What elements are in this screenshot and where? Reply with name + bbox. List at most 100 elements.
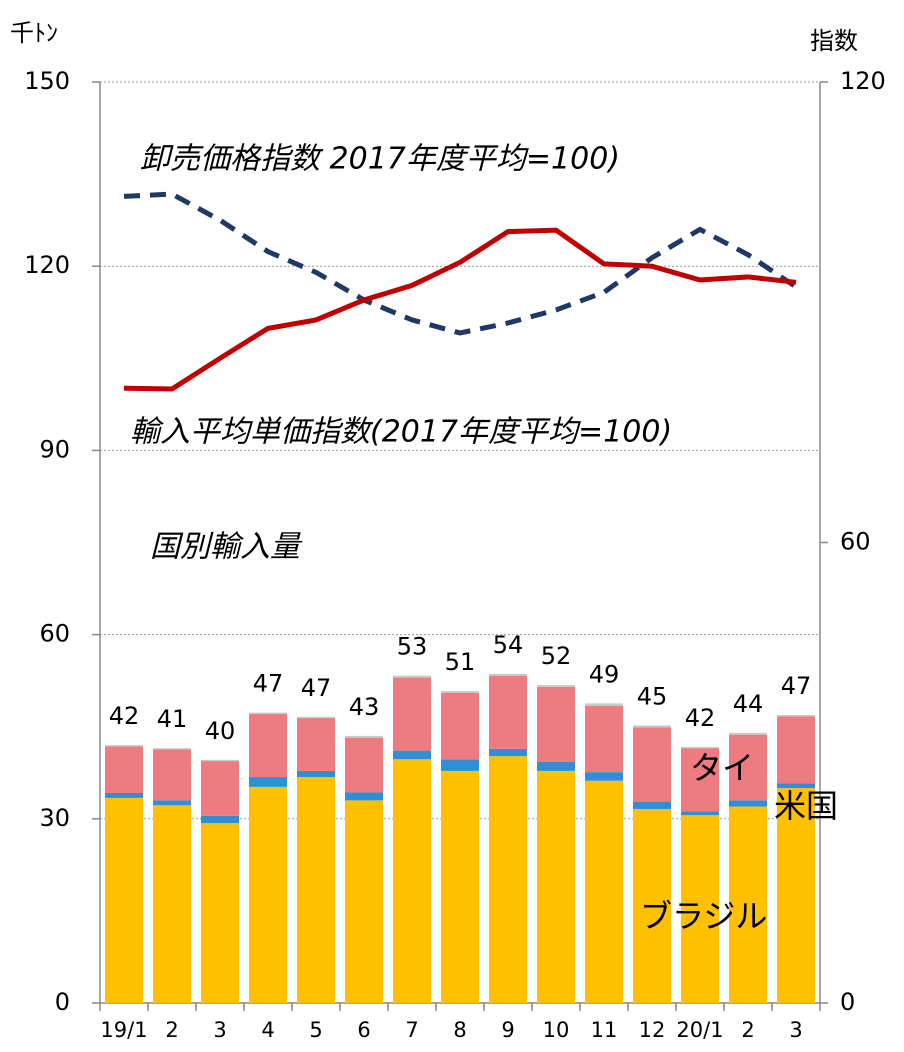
bar-segment (345, 738, 383, 793)
y2-tick-label: 0 (840, 988, 855, 1016)
y-tick-label: 120 (24, 251, 70, 279)
series-label: タイ (690, 749, 754, 787)
bar-segment (201, 761, 239, 816)
x-tick-label: 10 (543, 1018, 570, 1042)
x-tick-label: 3 (213, 1018, 226, 1042)
total-label: 47 (253, 670, 284, 698)
bar-segment (585, 772, 623, 781)
bar-segment (201, 760, 239, 761)
x-tick-label: 20/1 (676, 1018, 723, 1042)
bar-segment (777, 715, 815, 716)
x-tick-label: 2 (741, 1018, 754, 1042)
total-label: 45 (637, 682, 668, 710)
x-tick-label: 9 (501, 1018, 514, 1042)
bar-segment (441, 693, 479, 759)
bar-segment (393, 678, 431, 751)
bar-segment (345, 736, 383, 738)
total-label: 42 (109, 702, 140, 730)
bar-segment (585, 781, 623, 1003)
y-tick-label: 0 (55, 988, 70, 1016)
bar-segment (441, 759, 479, 771)
total-label: 43 (349, 693, 380, 721)
x-tick-label: 12 (639, 1018, 666, 1042)
bar-segment (489, 749, 527, 756)
total-label: 40 (205, 717, 236, 745)
bar-segment (201, 823, 239, 1003)
bar-segment (297, 777, 335, 1003)
bar-segment (297, 718, 335, 771)
bar-segment (393, 751, 431, 760)
bar-segment (297, 717, 335, 718)
series-label: 米国 (774, 787, 838, 825)
bar-segment (585, 706, 623, 772)
total-label: 44 (733, 690, 764, 718)
bar-segment (585, 703, 623, 705)
line-label: 輸入平均単価指数(2017年度平均=100) (130, 415, 672, 450)
total-label: 53 (397, 633, 428, 661)
bar-segment (681, 747, 719, 748)
bar-segment (537, 687, 575, 762)
total-label: 42 (685, 704, 716, 732)
bar-segment (537, 771, 575, 1003)
bar-segment (105, 798, 143, 1003)
y-tick-label: 90 (39, 435, 70, 463)
x-tick-label: 2 (165, 1018, 178, 1042)
bar-segment (153, 800, 191, 805)
index-line (124, 230, 796, 389)
x-tick-label: 4 (261, 1018, 274, 1042)
bar-segment (633, 802, 671, 809)
chart: 千ﾄﾝ 指数 国別輸入量 030609012015006012019/14224… (0, 0, 904, 1048)
total-label: 47 (781, 672, 812, 700)
bar-segment (441, 771, 479, 1003)
bar-segment (729, 733, 767, 735)
bar-segment (345, 792, 383, 800)
bar-segment (249, 714, 287, 777)
x-tick-label: 3 (789, 1018, 802, 1042)
bar-segment (489, 674, 527, 676)
bar-segment (537, 762, 575, 771)
bar-segment (153, 748, 191, 749)
y-tick-label: 60 (39, 620, 70, 648)
total-label: 54 (493, 631, 524, 659)
bar-segment (249, 713, 287, 714)
bar-segment (105, 793, 143, 798)
y2-unit: 指数 (810, 27, 858, 55)
y2-tick-label: 120 (840, 67, 886, 95)
x-tick-label: 5 (309, 1018, 322, 1042)
bar-segment (537, 685, 575, 687)
x-tick-label: 19/1 (100, 1018, 147, 1042)
total-label: 49 (589, 660, 620, 688)
bar-segment (249, 787, 287, 1003)
bar-segment (777, 716, 815, 783)
total-label: 51 (445, 648, 476, 676)
total-label: 47 (301, 674, 332, 702)
total-label: 52 (541, 642, 572, 670)
bar-segment (729, 800, 767, 806)
y2-tick-label: 60 (840, 528, 871, 556)
bar-segment (153, 749, 191, 800)
bar-segment (105, 746, 143, 793)
y-tick-label: 150 (24, 67, 70, 95)
x-tick-label: 11 (591, 1018, 618, 1042)
bar-segment (249, 777, 287, 787)
bar-segment (681, 811, 719, 815)
subtitle: 国別輸入量 (150, 530, 303, 565)
bar-segment (633, 727, 671, 801)
bar-segment (441, 691, 479, 693)
bar-segment (393, 759, 431, 1003)
bar-segment (153, 805, 191, 1003)
x-tick-label: 8 (453, 1018, 466, 1042)
series-label: ブラジル (640, 897, 767, 935)
bar-segment (345, 800, 383, 1003)
bar-segment (489, 756, 527, 1003)
total-label: 41 (157, 705, 188, 733)
line-label: 卸売価格指数 2017年度平均=100) (140, 142, 620, 177)
bar-segment (201, 816, 239, 823)
x-tick-label: 6 (357, 1018, 370, 1042)
bar-segment (105, 745, 143, 746)
y-unit: 千ﾄﾝ (10, 19, 58, 47)
y-tick-label: 30 (39, 804, 70, 832)
bar-segment (489, 676, 527, 749)
bar-segment (633, 725, 671, 727)
x-tick-label: 7 (405, 1018, 418, 1042)
